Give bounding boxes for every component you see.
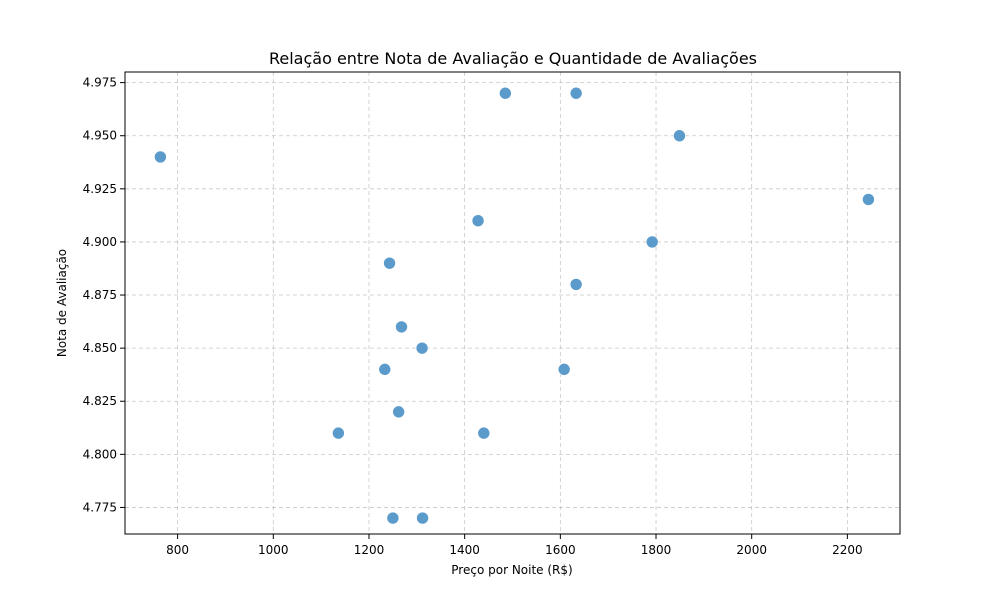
y-tick-label: 4.775 (83, 500, 117, 514)
x-tick-label: 1600 (545, 543, 576, 557)
y-tick-label: 4.850 (83, 341, 117, 355)
plot-frame (124, 71, 901, 535)
data-point (499, 86, 512, 100)
y-axis-label: Nota de Avaliação (55, 249, 69, 357)
data-point (557, 363, 571, 376)
data-point (154, 150, 167, 164)
data-point (862, 193, 875, 206)
data-point (645, 235, 659, 249)
data-point (386, 511, 400, 525)
chart-title: Relação entre Nota de Avaliação e Quanti… (269, 49, 757, 68)
y-tick-label: 4.825 (83, 394, 117, 408)
y-tick-label: 4.975 (83, 76, 117, 90)
y-axis-ticks: 4.775 4.800 4.825 4.850 4.875 4.900 4.925 4.950… (83, 76, 125, 514)
y-tick-label: 4.875 (83, 288, 117, 302)
y-tick-label: 4.900 (83, 235, 117, 249)
data-point (383, 256, 396, 270)
grid (125, 72, 900, 534)
data-points (154, 86, 875, 525)
data-point (477, 426, 491, 440)
data-point (415, 341, 429, 355)
x-tick-label: 1800 (641, 543, 672, 557)
data-point (569, 278, 583, 291)
x-axis-label: Preço por Noite (R$) (451, 563, 572, 577)
x-tick-label: 1200 (354, 543, 385, 557)
x-tick-label: 1000 (258, 543, 289, 557)
data-point (416, 511, 429, 525)
x-axis-ticks: 800 1000 1200 1400 1600 1800 2000 2200 (166, 534, 863, 557)
data-point (395, 320, 408, 334)
data-point (332, 426, 345, 440)
data-point (378, 363, 392, 376)
x-tick-label: 1400 (449, 543, 480, 557)
data-point (673, 129, 686, 143)
x-tick-label: 800 (166, 543, 189, 557)
y-tick-label: 4.925 (83, 182, 117, 196)
data-point (471, 214, 485, 227)
y-tick-label: 4.800 (83, 447, 117, 461)
y-tick-label: 4.950 (83, 129, 117, 143)
x-tick-label: 2000 (736, 543, 767, 557)
data-point (392, 405, 405, 419)
x-tick-label: 2200 (832, 543, 863, 557)
data-point (569, 86, 583, 100)
